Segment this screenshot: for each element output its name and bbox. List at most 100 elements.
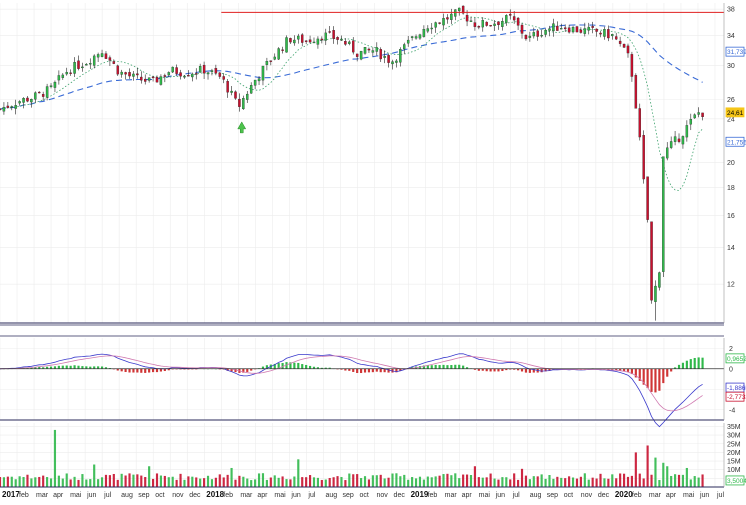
volume-bar (505, 477, 508, 487)
month-tick-label: mar (240, 492, 253, 499)
macd-tick-label: 0 (729, 366, 733, 373)
volume-bar (320, 479, 323, 487)
volume-bar (238, 475, 241, 487)
candle-body (461, 5, 465, 14)
macd-histogram-bar (242, 368, 245, 373)
volume-bar (65, 473, 68, 487)
volume-bar (493, 478, 496, 487)
volume-bar (579, 476, 582, 487)
candle-body (403, 44, 406, 50)
candle-body (320, 38, 324, 41)
volume-bar (301, 477, 304, 487)
month-tick-label: apr (257, 492, 268, 499)
volume-bar (340, 476, 343, 487)
volume-bar (34, 477, 37, 487)
candle-body (626, 45, 630, 54)
volume-bar (22, 476, 25, 487)
candle-body (218, 72, 222, 77)
month-tick-label: oct (360, 492, 369, 499)
macd-histogram-bar (293, 362, 296, 369)
volume-bar (407, 479, 410, 487)
volume-bar (458, 478, 461, 487)
candle-body (238, 98, 241, 107)
volume-bar (622, 473, 626, 487)
candle-body (289, 38, 292, 43)
candle-body (662, 156, 665, 272)
volume-bar (242, 476, 245, 487)
candle-body (281, 49, 284, 51)
candle-body (603, 29, 606, 37)
volume-bar (646, 445, 649, 487)
macd-histogram-bar (485, 368, 488, 372)
candle-body (524, 34, 528, 40)
month-tick-label: jul (103, 492, 111, 499)
macd-histogram-bar (465, 367, 469, 369)
volume-bar (183, 479, 186, 487)
volume-bar (422, 479, 425, 487)
volume-bar (281, 476, 284, 487)
volume-bar (210, 479, 214, 487)
candle-body (116, 65, 119, 75)
candle-body (520, 24, 524, 34)
volume-bar (411, 477, 414, 487)
macd-histogram-bar (281, 362, 284, 369)
volume-bar (383, 478, 386, 487)
candle-body (556, 25, 559, 31)
macd-histogram-bar (611, 368, 614, 370)
candle-body (544, 29, 547, 35)
volume-bar (517, 479, 520, 487)
month-tick-label: jun (86, 492, 96, 499)
buy-signal-arrow-icon (237, 121, 247, 134)
volume-bar (587, 479, 590, 487)
candle-body (685, 125, 689, 138)
candle-body (261, 65, 265, 81)
price-tick-label: 30 (727, 63, 735, 70)
candle-body (438, 22, 441, 24)
month-tick-label: jun (290, 492, 300, 499)
volume-bar (49, 478, 53, 487)
candle-body (73, 62, 76, 74)
candle-body (10, 106, 14, 108)
macd-histogram-bar (348, 368, 351, 371)
candle-body (622, 43, 626, 48)
candle-body (214, 68, 218, 74)
volume-bar (430, 477, 433, 487)
candle-body (159, 76, 163, 85)
macd-histogram-bar (450, 365, 453, 369)
candle-body (371, 50, 375, 53)
candle-body (308, 39, 312, 43)
macd-histogram-bar (159, 368, 163, 372)
volume-bar (697, 477, 700, 487)
month-tick-label: jul (307, 492, 315, 499)
candle-body (469, 20, 473, 22)
month-tick-label: jul (512, 492, 520, 499)
macd-histogram-bar (399, 368, 402, 371)
month-tick-label: mar (36, 492, 49, 499)
candle-body (536, 30, 539, 37)
candle-body (595, 28, 598, 32)
macd-histogram-bar (677, 364, 681, 369)
macd-histogram-bar (497, 368, 500, 372)
price-tick-label: 18 (727, 185, 735, 192)
volume-bar (73, 476, 76, 487)
volume-bar (360, 478, 363, 487)
month-tick-label: jun (495, 492, 505, 499)
volume-bar (650, 474, 653, 487)
volume-bar (155, 473, 159, 487)
volume-bar (18, 476, 21, 487)
candle-body (352, 40, 355, 53)
candle-body (14, 105, 17, 109)
candle-body (89, 63, 92, 65)
volume-bar (681, 474, 685, 487)
month-tick-label: mai (274, 492, 286, 499)
macd-histogram-bar (658, 368, 661, 391)
macd-histogram-bar (128, 368, 131, 373)
macd-histogram-bar (230, 368, 233, 372)
candle-body (560, 28, 563, 30)
candle-body (183, 76, 186, 78)
macd-histogram-bar (26, 367, 29, 369)
macd-histogram-bar (93, 366, 96, 369)
volume-bar (489, 473, 492, 487)
volume-value-label: 3,5004M (727, 478, 746, 485)
